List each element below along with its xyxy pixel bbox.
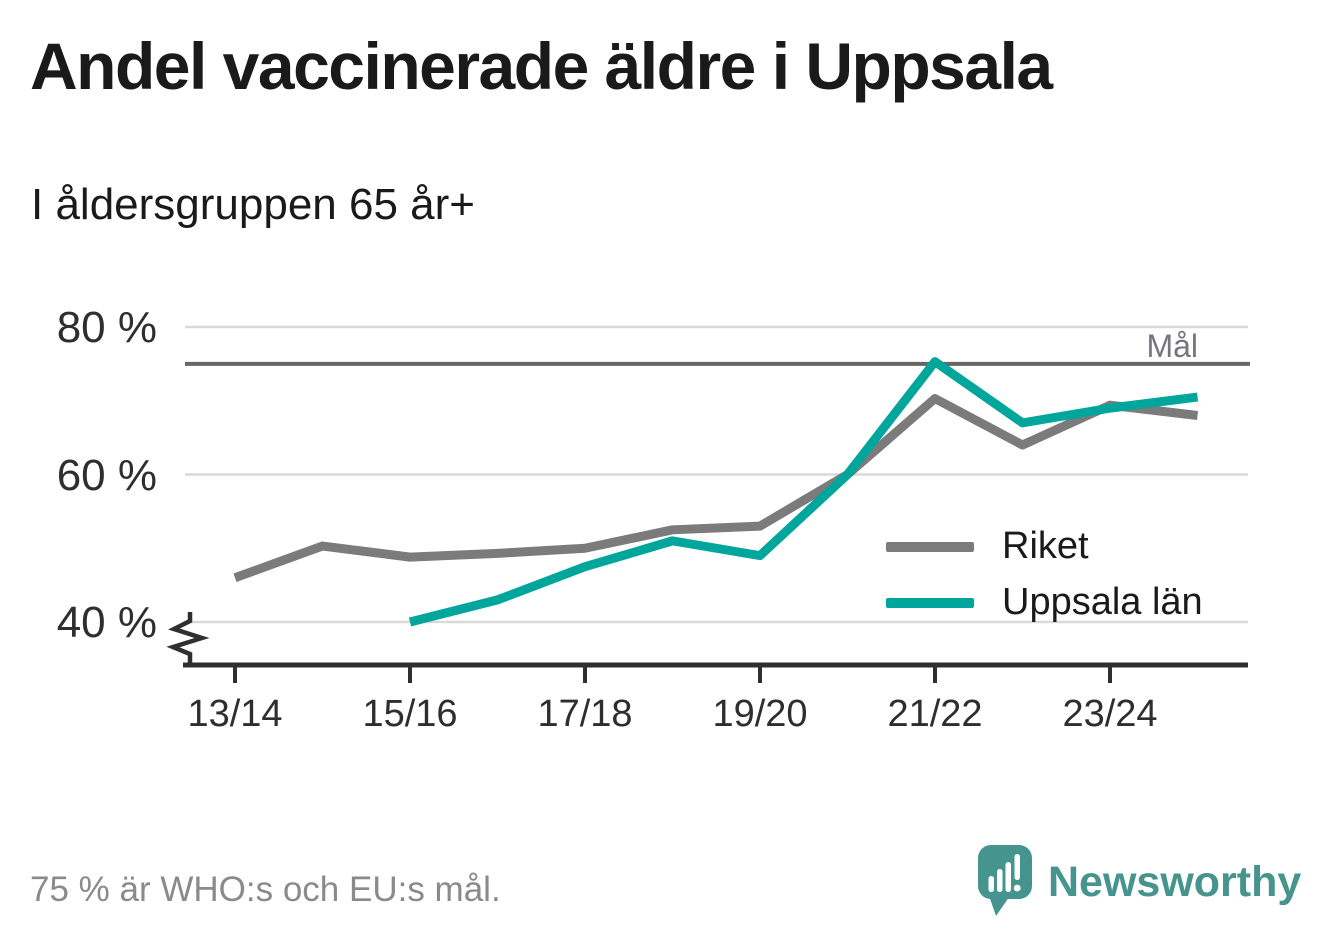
x-tick-label: 21/22	[887, 693, 982, 735]
legend-label: Riket	[1002, 525, 1089, 567]
x-axis-ticks	[233, 665, 1112, 683]
uppsala-line-swatch	[886, 597, 974, 608]
goal-label: Mål	[1146, 328, 1198, 364]
x-tick-label: 15/16	[362, 693, 457, 735]
x-tick-label: 19/20	[712, 693, 807, 735]
series-line-uppsala-län	[408, 357, 1199, 627]
x-tick-label: 23/24	[1062, 693, 1157, 735]
y-tick-label: 80 %	[57, 303, 157, 352]
logo-bar-chart-icon	[988, 854, 1021, 892]
footnote: 75 % är WHO:s och EU:s mål.	[30, 870, 501, 909]
riket-line-swatch	[886, 541, 974, 552]
page-subtitle: I åldersgruppen 65 år+	[31, 180, 475, 229]
series-lines	[233, 357, 1199, 627]
x-tick-label: 17/18	[537, 693, 632, 735]
gridlines	[185, 325, 1248, 624]
newsworthy-logo-mark	[978, 845, 1032, 916]
legend: Riket Uppsala län	[886, 523, 1203, 635]
brand-name: Newsworthy	[1048, 858, 1301, 906]
x-tick-label: 13/14	[187, 693, 282, 735]
y-tick-label: 40 %	[57, 598, 157, 647]
legend-item-uppsala: Uppsala län	[886, 579, 1203, 626]
series-line-riket	[233, 394, 1199, 582]
y-tick-label: 60 %	[57, 451, 157, 500]
page-title: Andel vaccinerade äldre i Uppsala	[30, 29, 1053, 103]
legend-item-riket: Riket	[886, 523, 1203, 570]
legend-label: Uppsala län	[1002, 581, 1203, 623]
axis-break-icon	[166, 612, 210, 663]
